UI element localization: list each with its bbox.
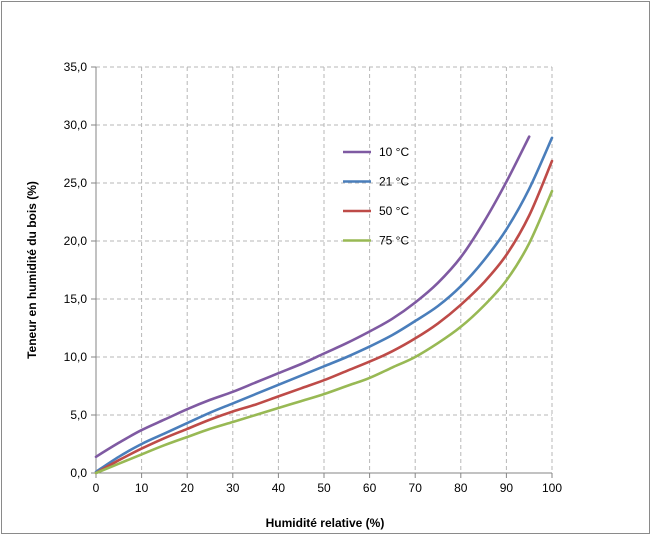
x-tick-label: 40 [272, 481, 286, 495]
legend-label-2: 50 °C [379, 204, 409, 218]
x-tick-label: 90 [500, 481, 514, 495]
x-axis-title: Humidité relative (%) [266, 516, 385, 530]
legend-label-3: 75 °C [379, 234, 409, 248]
x-tick-label: 80 [454, 481, 468, 495]
x-tick-label: 50 [317, 481, 331, 495]
series-line-2 [94, 159, 554, 475]
y-axis-title: Teneur en humidité du bois (%) [25, 181, 39, 359]
series-lines [94, 135, 554, 475]
series-line-1 [94, 136, 554, 474]
y-tick-label: 10,0 [64, 350, 88, 364]
legend-label-0: 10 °C [379, 145, 409, 159]
x-tick-label: 10 [135, 481, 149, 495]
legend: 10 °C 21 °C 50 °C 75 °C [343, 145, 409, 248]
y-tick-label: 15,0 [64, 292, 88, 306]
y-tick-label: 20,0 [64, 234, 88, 248]
series-line-3 [94, 189, 554, 475]
legend-label-1: 21 °C [379, 175, 409, 189]
x-tick-label: 20 [181, 481, 195, 495]
y-tick-label: 35,0 [64, 60, 88, 74]
x-axis-tick-labels: 0 10 20 30 40 50 60 70 80 90 100 [93, 481, 563, 495]
series-line-0 [94, 135, 531, 459]
y-tick-label: 5,0 [70, 408, 87, 422]
x-tick-label: 30 [226, 481, 240, 495]
gridlines [95, 66, 553, 474]
x-tick-label: 70 [409, 481, 423, 495]
y-tick-label: 25,0 [64, 176, 88, 190]
y-tick-label: 0,0 [70, 466, 87, 480]
y-axis-tick-labels: 0,0 5,0 10,0 15,0 20,0 25,0 30,0 35,0 [64, 60, 88, 480]
y-tick-label: 30,0 [64, 118, 88, 132]
x-tick-label: 100 [542, 481, 562, 495]
x-tick-label: 0 [93, 481, 100, 495]
plot-axes [91, 66, 553, 478]
x-tick-label: 60 [363, 481, 377, 495]
